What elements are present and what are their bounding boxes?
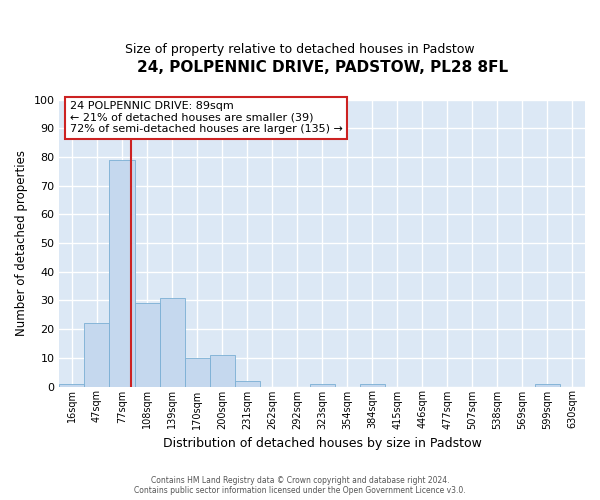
Y-axis label: Number of detached properties: Number of detached properties — [15, 150, 28, 336]
Text: Contains HM Land Registry data © Crown copyright and database right 2024.
Contai: Contains HM Land Registry data © Crown c… — [134, 476, 466, 495]
Bar — [360, 384, 385, 386]
Bar — [85, 324, 109, 386]
Text: 24 POLPENNIC DRIVE: 89sqm
← 21% of detached houses are smaller (39)
72% of semi-: 24 POLPENNIC DRIVE: 89sqm ← 21% of detac… — [70, 101, 343, 134]
Bar — [59, 384, 85, 386]
Bar — [160, 298, 185, 386]
Bar — [209, 355, 235, 386]
Text: Size of property relative to detached houses in Padstow: Size of property relative to detached ho… — [125, 42, 475, 56]
Bar — [235, 381, 260, 386]
Title: 24, POLPENNIC DRIVE, PADSTOW, PL28 8FL: 24, POLPENNIC DRIVE, PADSTOW, PL28 8FL — [137, 60, 508, 75]
Bar — [109, 160, 134, 386]
Bar — [185, 358, 209, 386]
Bar — [134, 304, 160, 386]
X-axis label: Distribution of detached houses by size in Padstow: Distribution of detached houses by size … — [163, 437, 482, 450]
Bar — [535, 384, 560, 386]
Bar — [310, 384, 335, 386]
